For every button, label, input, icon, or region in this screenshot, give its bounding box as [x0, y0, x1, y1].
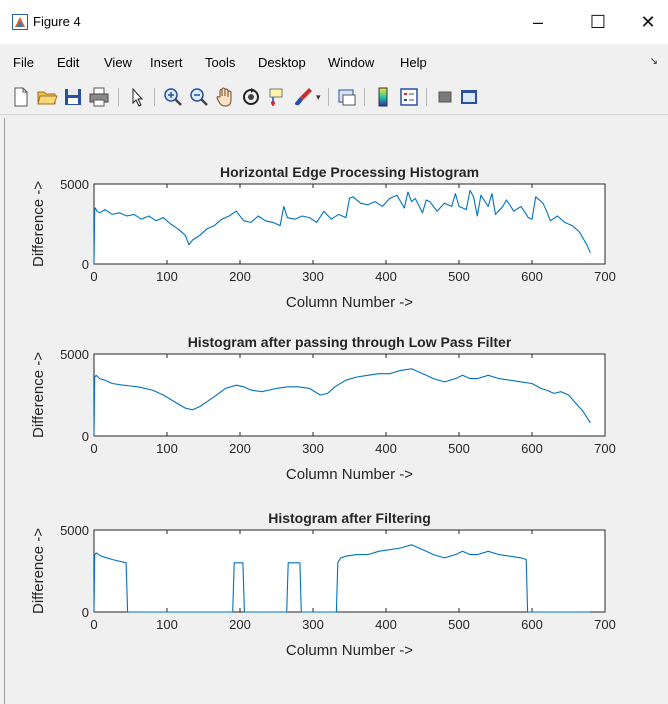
axes-box	[93, 353, 606, 437]
brush-icon[interactable]	[292, 86, 314, 108]
pan-icon[interactable]	[214, 86, 236, 108]
window-titlebar: Figure 4 – ☐ ✕	[0, 0, 668, 44]
x-tick-label: 700	[594, 269, 616, 284]
x-tick-label: 100	[156, 441, 178, 456]
y-axis-label: Difference ->	[30, 352, 47, 438]
toolbar-separator	[118, 88, 119, 106]
axes-box	[93, 183, 606, 265]
x-tick-label: 300	[302, 441, 324, 456]
series-line	[93, 189, 591, 265]
x-tick-label: 200	[229, 269, 251, 284]
menu-file[interactable]: File	[13, 55, 34, 70]
menu-overflow-icon[interactable]: ↘	[649, 56, 658, 67]
y-tick-label: 0	[82, 257, 89, 272]
x-tick-label: 600	[521, 269, 543, 284]
x-tick-label: 700	[594, 617, 616, 632]
x-tick-label: 0	[90, 617, 97, 632]
x-tick-label: 400	[375, 269, 397, 284]
x-tick-label: 500	[448, 441, 470, 456]
rotate-3d-icon[interactable]	[240, 86, 262, 108]
x-tick-label: 600	[521, 617, 543, 632]
x-tick-label: 300	[302, 269, 324, 284]
axes-box	[93, 529, 606, 613]
maximize-button[interactable]: ☐	[589, 12, 607, 32]
toolbar-separator	[328, 88, 329, 106]
menu-insert[interactable]: Insert	[150, 55, 183, 70]
menu-window[interactable]: Window	[328, 55, 375, 70]
menu-view[interactable]: View	[104, 55, 132, 70]
show-plot-tools-icon[interactable]	[458, 86, 480, 108]
x-tick-label: 500	[448, 617, 470, 632]
x-tick-label: 100	[156, 269, 178, 284]
colorbar-icon[interactable]	[372, 86, 394, 108]
pointer-icon[interactable]	[126, 86, 148, 108]
x-axis-label: Column Number ->	[286, 294, 413, 311]
x-tick-label: 100	[156, 617, 178, 632]
link-plot-icon[interactable]	[336, 86, 358, 108]
zoom-out-icon[interactable]	[188, 86, 210, 108]
y-tick-label: 0	[82, 605, 89, 620]
window-title: Figure 4	[33, 14, 81, 29]
toolbar-separator	[154, 88, 155, 106]
x-tick-label: 0	[90, 441, 97, 456]
x-tick-label: 400	[375, 441, 397, 456]
print-icon[interactable]	[88, 86, 110, 108]
figure-canvas: Horizontal Edge Processing Histogram 0 100…	[5, 118, 663, 704]
window-border	[4, 118, 5, 704]
y-axis-label: Difference ->	[30, 528, 47, 614]
y-tick-label: 5000	[60, 347, 89, 362]
series-line	[93, 544, 591, 613]
toolbar-separator	[364, 88, 365, 106]
y-tick-label: 0	[82, 429, 89, 444]
x-tick-label: 400	[375, 617, 397, 632]
close-button[interactable]: ✕	[640, 12, 656, 32]
data-cursor-icon[interactable]	[266, 86, 288, 108]
x-tick-label: 200	[229, 441, 251, 456]
hide-plot-tools-icon[interactable]	[434, 86, 456, 108]
x-tick-label: 200	[229, 617, 251, 632]
zoom-in-icon[interactable]	[162, 86, 184, 108]
plots-svg: Horizontal Edge Processing Histogram 0 100…	[30, 164, 616, 659]
x-tick-label: 600	[521, 441, 543, 456]
menu-edit[interactable]: Edit	[57, 55, 80, 70]
x-tick-label: 300	[302, 617, 324, 632]
matlab-figure-icon	[12, 14, 28, 30]
open-file-icon[interactable]	[36, 86, 58, 108]
menu-desktop[interactable]: Desktop	[258, 55, 306, 70]
x-axis-label: Column Number ->	[286, 466, 413, 483]
y-tick-label: 5000	[60, 177, 89, 192]
menu-tools[interactable]: Tools	[205, 55, 236, 70]
new-figure-icon[interactable]	[10, 86, 32, 108]
chart-title: Histogram after passing through Low Pass…	[188, 334, 512, 350]
chart-title: Histogram after Filtering	[268, 510, 431, 526]
save-icon[interactable]	[62, 86, 84, 108]
brush-dropdown-icon[interactable]: ▾	[316, 92, 321, 102]
y-axis-label: Difference ->	[30, 181, 47, 267]
x-axis-label: Column Number ->	[286, 642, 413, 659]
x-tick-label: 500	[448, 269, 470, 284]
legend-icon[interactable]	[398, 86, 420, 108]
y-tick-label: 5000	[60, 523, 89, 538]
menu-bar: File Edit View Insert Tools Desktop Wind…	[0, 50, 668, 76]
minimize-button[interactable]: –	[532, 12, 543, 32]
menu-help[interactable]: Help	[400, 55, 427, 70]
x-tick-label: 0	[90, 269, 97, 284]
figure-toolbar: ▾	[0, 80, 668, 115]
chart-title: Horizontal Edge Processing Histogram	[220, 164, 479, 180]
toolbar-separator	[426, 88, 427, 106]
x-tick-label: 700	[594, 441, 616, 456]
series-line	[93, 368, 591, 437]
